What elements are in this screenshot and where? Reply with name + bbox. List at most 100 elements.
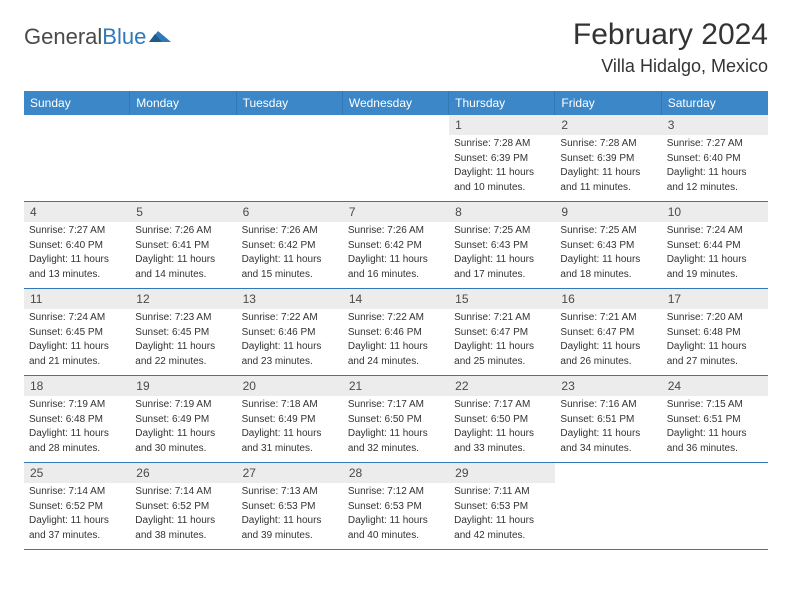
calendar: Sunday Monday Tuesday Wednesday Thursday… (24, 91, 768, 550)
day-number: 29 (449, 463, 555, 483)
calendar-cell: 4Sunrise: 7:27 AMSunset: 6:40 PMDaylight… (24, 202, 130, 288)
day-sunrise: Sunrise: 7:27 AM (29, 224, 125, 238)
day-info: Sunrise: 7:14 AMSunset: 6:52 PMDaylight:… (24, 485, 130, 547)
month-title: February 2024 (573, 18, 768, 52)
day-sunset: Sunset: 6:47 PM (454, 326, 550, 340)
day-daylight2: and 13 minutes. (29, 268, 125, 282)
calendar-cell: 14Sunrise: 7:22 AMSunset: 6:46 PMDayligh… (343, 289, 449, 375)
day-sunrise: Sunrise: 7:12 AM (348, 485, 444, 499)
day-info: Sunrise: 7:26 AMSunset: 6:42 PMDaylight:… (343, 224, 449, 286)
day-daylight2: and 38 minutes. (135, 529, 231, 543)
day-daylight1: Daylight: 11 hours (560, 427, 656, 441)
day-sunrise: Sunrise: 7:11 AM (454, 485, 550, 499)
calendar-cell: 27Sunrise: 7:13 AMSunset: 6:53 PMDayligh… (237, 463, 343, 549)
calendar-cell: 21Sunrise: 7:17 AMSunset: 6:50 PMDayligh… (343, 376, 449, 462)
calendar-cell: 23Sunrise: 7:16 AMSunset: 6:51 PMDayligh… (555, 376, 661, 462)
day-number (343, 115, 449, 135)
calendar-cell (343, 115, 449, 201)
day-info: Sunrise: 7:22 AMSunset: 6:46 PMDaylight:… (343, 311, 449, 373)
dow-row: Sunday Monday Tuesday Wednesday Thursday… (24, 91, 768, 115)
day-daylight2: and 23 minutes. (242, 355, 338, 369)
day-sunset: Sunset: 6:51 PM (667, 413, 763, 427)
day-sunrise: Sunrise: 7:28 AM (560, 137, 656, 151)
logo-part1: General (24, 24, 102, 50)
day-sunset: Sunset: 6:44 PM (667, 239, 763, 253)
day-number: 19 (130, 376, 236, 396)
calendar-week: 4Sunrise: 7:27 AMSunset: 6:40 PMDaylight… (24, 202, 768, 289)
day-sunrise: Sunrise: 7:24 AM (29, 311, 125, 325)
calendar-cell: 13Sunrise: 7:22 AMSunset: 6:46 PMDayligh… (237, 289, 343, 375)
day-sunrise: Sunrise: 7:19 AM (135, 398, 231, 412)
day-sunrise: Sunrise: 7:17 AM (348, 398, 444, 412)
day-daylight1: Daylight: 11 hours (348, 340, 444, 354)
day-info: Sunrise: 7:24 AMSunset: 6:44 PMDaylight:… (662, 224, 768, 286)
day-sunset: Sunset: 6:50 PM (454, 413, 550, 427)
day-sunset: Sunset: 6:46 PM (348, 326, 444, 340)
day-sunset: Sunset: 6:47 PM (560, 326, 656, 340)
day-daylight1: Daylight: 11 hours (348, 427, 444, 441)
day-number: 14 (343, 289, 449, 309)
day-daylight2: and 39 minutes. (242, 529, 338, 543)
day-sunrise: Sunrise: 7:26 AM (135, 224, 231, 238)
calendar-cell: 10Sunrise: 7:24 AMSunset: 6:44 PMDayligh… (662, 202, 768, 288)
day-sunrise: Sunrise: 7:22 AM (348, 311, 444, 325)
day-daylight1: Daylight: 11 hours (454, 514, 550, 528)
day-daylight2: and 18 minutes. (560, 268, 656, 282)
day-info: Sunrise: 7:17 AMSunset: 6:50 PMDaylight:… (343, 398, 449, 460)
day-daylight2: and 40 minutes. (348, 529, 444, 543)
day-sunrise: Sunrise: 7:16 AM (560, 398, 656, 412)
day-info: Sunrise: 7:27 AMSunset: 6:40 PMDaylight:… (662, 137, 768, 199)
day-number: 26 (130, 463, 236, 483)
day-info: Sunrise: 7:21 AMSunset: 6:47 PMDaylight:… (555, 311, 661, 373)
day-daylight2: and 21 minutes. (29, 355, 125, 369)
day-number: 4 (24, 202, 130, 222)
day-sunset: Sunset: 6:42 PM (348, 239, 444, 253)
calendar-cell: 19Sunrise: 7:19 AMSunset: 6:49 PMDayligh… (130, 376, 236, 462)
calendar-cell: 3Sunrise: 7:27 AMSunset: 6:40 PMDaylight… (662, 115, 768, 201)
day-sunrise: Sunrise: 7:15 AM (667, 398, 763, 412)
day-daylight2: and 14 minutes. (135, 268, 231, 282)
calendar-cell (130, 115, 236, 201)
day-number: 6 (237, 202, 343, 222)
day-sunset: Sunset: 6:49 PM (242, 413, 338, 427)
day-number: 7 (343, 202, 449, 222)
day-daylight1: Daylight: 11 hours (454, 253, 550, 267)
day-info: Sunrise: 7:20 AMSunset: 6:48 PMDaylight:… (662, 311, 768, 373)
day-number: 21 (343, 376, 449, 396)
day-sunrise: Sunrise: 7:25 AM (454, 224, 550, 238)
day-number (130, 115, 236, 135)
day-daylight2: and 26 minutes. (560, 355, 656, 369)
day-daylight1: Daylight: 11 hours (454, 340, 550, 354)
day-sunset: Sunset: 6:53 PM (242, 500, 338, 514)
day-sunrise: Sunrise: 7:26 AM (348, 224, 444, 238)
day-info: Sunrise: 7:25 AMSunset: 6:43 PMDaylight:… (449, 224, 555, 286)
dow-saturday: Saturday (662, 91, 768, 115)
day-daylight1: Daylight: 11 hours (29, 253, 125, 267)
day-number: 11 (24, 289, 130, 309)
day-sunrise: Sunrise: 7:21 AM (560, 311, 656, 325)
location: Villa Hidalgo, Mexico (573, 56, 768, 77)
day-number: 16 (555, 289, 661, 309)
day-sunrise: Sunrise: 7:14 AM (135, 485, 231, 499)
day-daylight1: Daylight: 11 hours (560, 340, 656, 354)
day-info: Sunrise: 7:24 AMSunset: 6:45 PMDaylight:… (24, 311, 130, 373)
day-sunset: Sunset: 6:41 PM (135, 239, 231, 253)
day-info: Sunrise: 7:21 AMSunset: 6:47 PMDaylight:… (449, 311, 555, 373)
day-number (662, 463, 768, 483)
day-daylight2: and 10 minutes. (454, 181, 550, 195)
day-info: Sunrise: 7:22 AMSunset: 6:46 PMDaylight:… (237, 311, 343, 373)
calendar-cell: 8Sunrise: 7:25 AMSunset: 6:43 PMDaylight… (449, 202, 555, 288)
day-sunrise: Sunrise: 7:25 AM (560, 224, 656, 238)
calendar-cell: 26Sunrise: 7:14 AMSunset: 6:52 PMDayligh… (130, 463, 236, 549)
calendar-week: 11Sunrise: 7:24 AMSunset: 6:45 PMDayligh… (24, 289, 768, 376)
day-number: 17 (662, 289, 768, 309)
day-sunset: Sunset: 6:43 PM (454, 239, 550, 253)
dow-monday: Monday (130, 91, 236, 115)
day-info: Sunrise: 7:14 AMSunset: 6:52 PMDaylight:… (130, 485, 236, 547)
day-daylight1: Daylight: 11 hours (135, 340, 231, 354)
logo-part2: Blue (102, 24, 146, 50)
day-daylight2: and 12 minutes. (667, 181, 763, 195)
calendar-cell: 28Sunrise: 7:12 AMSunset: 6:53 PMDayligh… (343, 463, 449, 549)
calendar-cell: 16Sunrise: 7:21 AMSunset: 6:47 PMDayligh… (555, 289, 661, 375)
day-sunset: Sunset: 6:48 PM (667, 326, 763, 340)
